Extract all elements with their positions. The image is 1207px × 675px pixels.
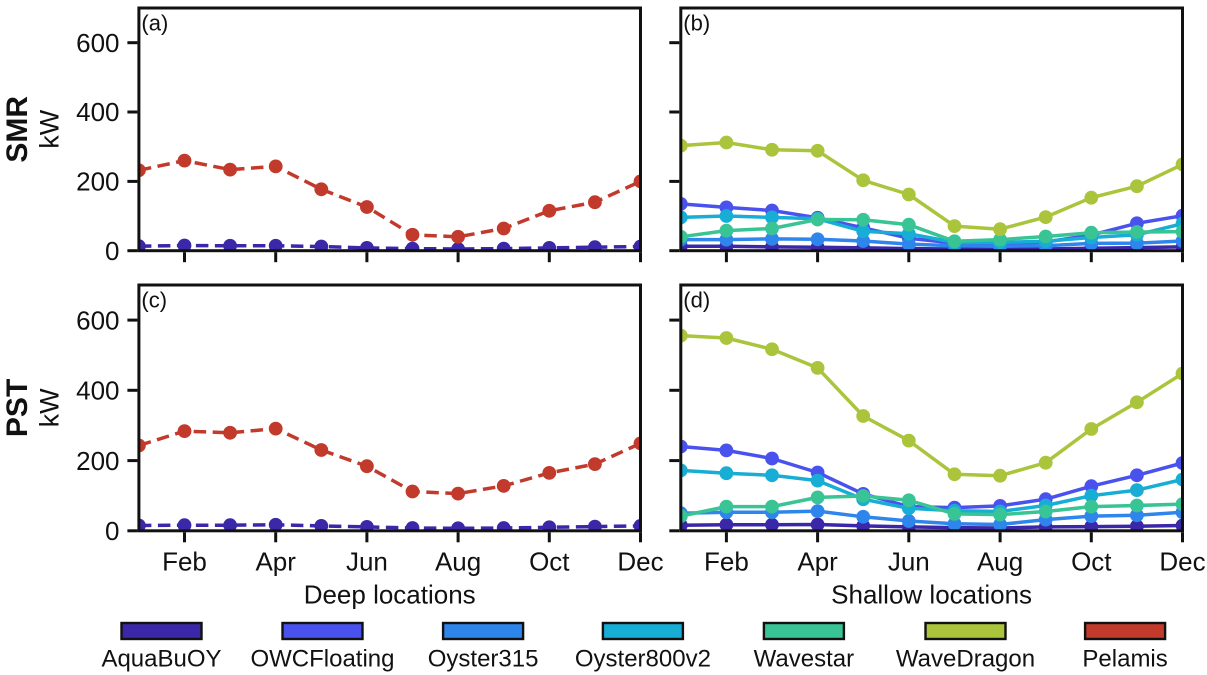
svg-text:kW: kW [35, 109, 65, 149]
svg-text:200: 200 [76, 167, 119, 197]
svg-text:Wavestar: Wavestar [754, 646, 854, 673]
svg-text:Oct: Oct [1071, 547, 1112, 577]
svg-text:600: 600 [76, 305, 119, 335]
svg-text:Jun: Jun [888, 547, 930, 577]
svg-text:Aug: Aug [977, 547, 1023, 577]
svg-text:(b): (b) [683, 11, 710, 36]
svg-text:Apr: Apr [797, 547, 838, 577]
svg-text:200: 200 [76, 446, 119, 476]
svg-text:0: 0 [105, 516, 119, 546]
svg-text:400: 400 [76, 97, 119, 127]
svg-text:Apr: Apr [255, 547, 296, 577]
svg-text:Pelamis: Pelamis [1082, 646, 1167, 673]
svg-text:Oyster800v2: Oyster800v2 [575, 646, 711, 673]
svg-text:SMR: SMR [1, 96, 34, 163]
svg-text:WaveDragon: WaveDragon [896, 646, 1035, 673]
svg-text:Jun: Jun [346, 547, 388, 577]
svg-text:Feb: Feb [162, 547, 207, 577]
svg-text:kW: kW [35, 388, 65, 428]
svg-text:Oyster315: Oyster315 [428, 646, 539, 673]
svg-text:OWCFloating: OWCFloating [250, 646, 394, 673]
svg-text:(d): (d) [683, 288, 710, 313]
svg-text:PST: PST [1, 379, 34, 437]
svg-text:0: 0 [105, 236, 119, 266]
svg-text:600: 600 [76, 28, 119, 58]
svg-text:(c): (c) [141, 288, 167, 313]
svg-text:(a): (a) [141, 11, 168, 36]
svg-text:Deep locations: Deep locations [304, 580, 476, 610]
svg-text:400: 400 [76, 376, 119, 406]
svg-text:Oct: Oct [529, 547, 570, 577]
svg-text:Dec: Dec [1159, 547, 1205, 577]
svg-text:AquaBuOY: AquaBuOY [101, 646, 221, 673]
svg-text:Feb: Feb [704, 547, 749, 577]
svg-text:Shallow locations: Shallow locations [831, 580, 1032, 610]
svg-text:Dec: Dec [617, 547, 663, 577]
svg-text:Aug: Aug [435, 547, 481, 577]
